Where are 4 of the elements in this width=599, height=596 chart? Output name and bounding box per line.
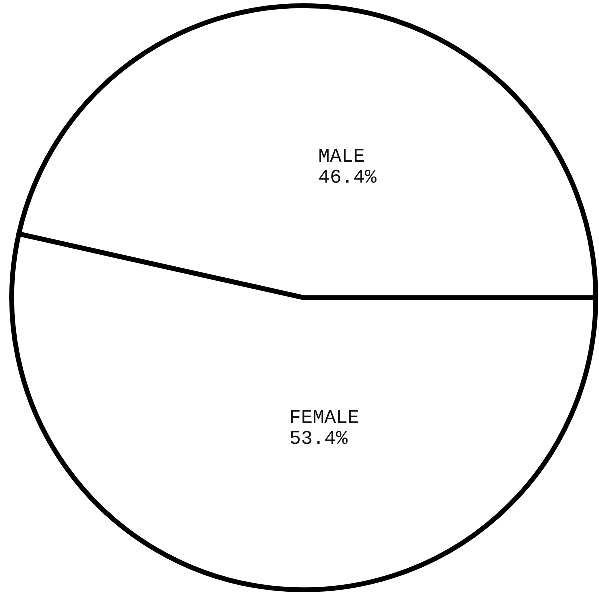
slice-label: FEMALE xyxy=(291,410,359,424)
data-label: 46.4% xyxy=(319,170,377,184)
slice-label: MALE xyxy=(320,149,364,162)
data-label: 53.4% xyxy=(290,431,348,444)
